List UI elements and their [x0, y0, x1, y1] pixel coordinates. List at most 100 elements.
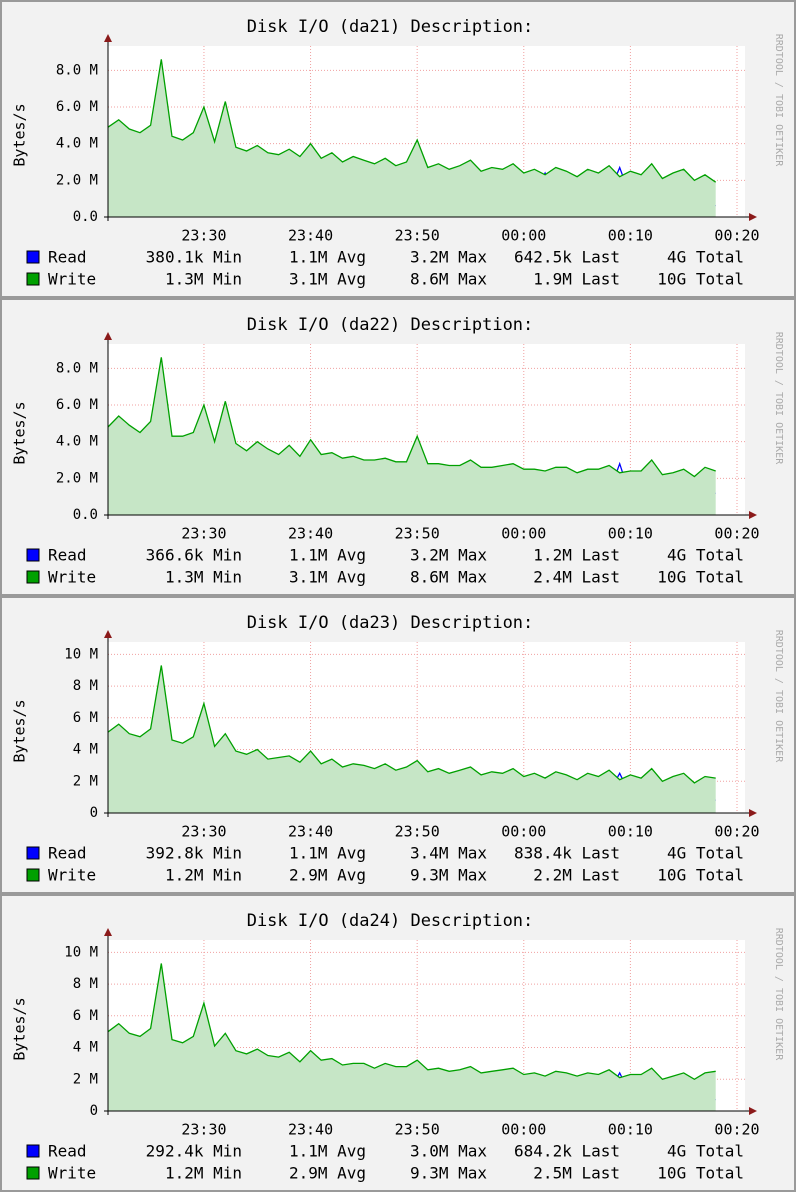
legend-stat: 642.5k Last [514, 248, 620, 267]
chart-panel: Disk I/O (da22) Description: Bytes/s RRDTO… [0, 298, 796, 596]
line [107, 357, 716, 478]
y-tick-label: 10 M [64, 944, 98, 960]
legend-stat: 1.3M Min [165, 270, 242, 289]
legend-swatch [26, 868, 40, 882]
legend-stat: 4G Total [667, 1142, 744, 1161]
area [108, 357, 716, 515]
legend-stat: 1.1M Avg [289, 844, 366, 863]
legend-stat: 838.4k Last [514, 844, 620, 863]
legend-stat: 366.6k Min [146, 546, 242, 565]
x-tick-label: 23:30 [181, 525, 226, 543]
legend-stat: 1.9M Last [533, 270, 620, 289]
x-tick-label: 00:00 [501, 525, 546, 543]
watermark: RRDTOOL / TOBI OETIKER [773, 630, 784, 763]
y-axis-label: Bytes/s [11, 103, 29, 166]
legend-stat: 10G Total [657, 1164, 744, 1183]
x-tick-label: 00:20 [714, 227, 759, 245]
legend-label: Write [48, 270, 96, 289]
x-tick-label: 00:00 [501, 1121, 546, 1139]
legend-label: Read [48, 844, 87, 863]
legend-stat: 1.1M Avg [289, 248, 366, 267]
legend-swatch [26, 1144, 40, 1158]
x-tick-label: 00:20 [714, 823, 759, 841]
y-tick-label: 2 M [73, 1071, 98, 1087]
line [107, 665, 716, 784]
x-tick-label: 23:30 [181, 227, 226, 245]
y-tick-label: 4.0 M [56, 434, 98, 450]
legend-swatch [26, 272, 40, 286]
legend-swatch [26, 1166, 40, 1180]
chart-title: Disk I/O (da21) Description: [247, 17, 534, 37]
y-tick-label: 2.0 M [56, 172, 98, 188]
legend-stat: 8.6M Max [410, 568, 487, 587]
x-axis-arrow [749, 809, 757, 817]
chart-panel: Disk I/O (da21) Description: Bytes/s RRDTO… [0, 0, 796, 298]
y-tick-label: 2 M [73, 773, 98, 789]
x-tick-label: 00:20 [714, 1121, 759, 1139]
legend-stat: 2.9M Avg [289, 866, 366, 885]
legend-label: Write [48, 866, 96, 885]
legend-stat: 2.2M Last [533, 866, 620, 885]
y-axis-arrow [104, 928, 112, 936]
y-axis-label: Bytes/s [11, 997, 29, 1060]
legend-swatch [26, 846, 40, 860]
legend-stat: 10G Total [657, 866, 744, 885]
legend-stat: 9.3M Max [410, 1164, 487, 1183]
y-axis-arrow [104, 332, 112, 340]
x-tick-label: 23:40 [288, 227, 333, 245]
legend-stat: 292.4k Min [146, 1142, 242, 1161]
x-tick-label: 00:00 [501, 227, 546, 245]
legend-swatch [26, 548, 40, 562]
legend-stat: 2.9M Avg [289, 1164, 366, 1183]
legend-stat: 2.5M Last [533, 1164, 620, 1183]
y-axis-label: Bytes/s [11, 401, 29, 464]
x-tick-label: 23:50 [395, 227, 440, 245]
x-tick-label: 23:50 [395, 1121, 440, 1139]
y-tick-label: 0 [90, 1103, 98, 1119]
legend-stat: 1.2M Min [165, 866, 242, 885]
y-tick-label: 8.0 M [56, 62, 98, 78]
legend-label: Read [48, 546, 87, 565]
watermark: RRDTOOL / TOBI OETIKER [773, 332, 784, 465]
x-tick-label: 00:20 [714, 525, 759, 543]
legend-stat: 3.4M Max [410, 844, 487, 863]
chart-title: Disk I/O (da22) Description: [247, 315, 534, 335]
chart-title: Disk I/O (da23) Description: [247, 613, 534, 633]
y-tick-label: 8 M [73, 678, 98, 694]
legend-label: Read [48, 1142, 87, 1161]
x-tick-label: 23:40 [288, 823, 333, 841]
legend-stat: 1.3M Min [165, 568, 242, 587]
x-tick-label: 00:10 [608, 227, 653, 245]
x-tick-label: 00:00 [501, 823, 546, 841]
y-tick-label: 0 [90, 805, 98, 821]
chart-panel: Disk I/O (da24) Description: Bytes/s RRDTO… [0, 894, 796, 1192]
legend-stat: 10G Total [657, 270, 744, 289]
legend-stat: 1.2M Last [533, 546, 620, 565]
y-tick-label: 6.0 M [56, 99, 98, 115]
legend-stat: 10G Total [657, 568, 744, 587]
legend-stat: 3.1M Avg [289, 270, 366, 289]
legend-stat: 4G Total [667, 248, 744, 267]
chart-panel: Disk I/O (da23) Description: Bytes/s RRDTO… [0, 596, 796, 894]
legend-label: Read [48, 248, 87, 267]
x-tick-label: 23:50 [395, 525, 440, 543]
legend-stat: 684.2k Last [514, 1142, 620, 1161]
legend-swatch [26, 570, 40, 584]
y-tick-label: 4 M [73, 1040, 98, 1056]
legend-stat: 4G Total [667, 546, 744, 565]
chart-title: Disk I/O (da24) Description: [247, 911, 534, 931]
legend-stat: 1.1M Avg [289, 1142, 366, 1161]
legend-stat: 3.1M Avg [289, 568, 366, 587]
watermark: RRDTOOL / TOBI OETIKER [773, 34, 784, 167]
line [107, 59, 717, 183]
y-tick-label: 6 M [73, 1008, 98, 1024]
x-axis-arrow [749, 213, 757, 221]
legend-stat: 392.8k Min [146, 844, 242, 863]
y-tick-label: 4.0 M [56, 136, 98, 152]
y-tick-label: 4 M [73, 742, 98, 758]
y-axis-label: Bytes/s [11, 699, 29, 762]
legend-label: Write [48, 1164, 96, 1183]
legend-stat: 1.1M Avg [289, 546, 366, 565]
legend-stat: 9.3M Max [410, 866, 487, 885]
legend-label: Write [48, 568, 96, 587]
